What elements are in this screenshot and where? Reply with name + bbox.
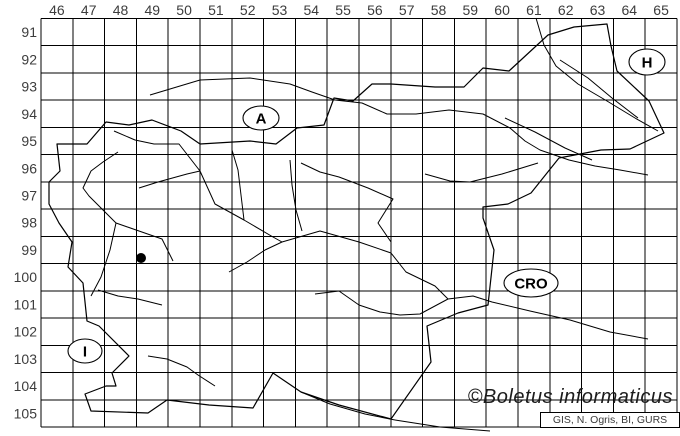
river xyxy=(300,391,396,421)
river xyxy=(504,117,593,161)
river xyxy=(149,77,649,176)
column-label: 55 xyxy=(335,2,351,18)
country-marker-croatia: CRO xyxy=(503,268,559,298)
row-label: 94 xyxy=(21,106,37,122)
column-label: 54 xyxy=(304,2,320,18)
column-label: 47 xyxy=(81,2,97,18)
column-label: 52 xyxy=(240,2,256,18)
river xyxy=(113,130,201,172)
country-marker-label: I xyxy=(83,344,87,361)
column-label: 59 xyxy=(463,2,479,18)
row-label: 98 xyxy=(21,215,37,231)
river xyxy=(147,355,216,387)
column-labels: 46 47 48 49 50 51 52 53 54 55 56 57 58 59 60 61 62 63 64 65 xyxy=(49,2,669,18)
country-marker-italy: I xyxy=(67,338,103,364)
row-label: 105 xyxy=(14,405,38,421)
river xyxy=(199,170,649,340)
country-marker-ellipse xyxy=(242,105,280,131)
river xyxy=(394,419,491,432)
row-label: 99 xyxy=(21,242,37,258)
column-label: 64 xyxy=(622,2,638,18)
country-marker-label: H xyxy=(642,55,653,72)
row-label: 101 xyxy=(14,296,38,312)
row-label: 103 xyxy=(14,351,38,367)
river xyxy=(115,222,174,262)
river xyxy=(138,170,201,189)
row-label: 96 xyxy=(21,160,37,176)
row-label: 100 xyxy=(14,269,38,285)
country-marker-ellipse xyxy=(503,268,559,298)
river xyxy=(535,17,659,132)
copyright-watermark: ©Boletus informaticus xyxy=(467,386,673,408)
column-label: 48 xyxy=(113,2,129,18)
country-marker-ellipse xyxy=(67,338,103,364)
rivers xyxy=(82,17,659,432)
column-label: 51 xyxy=(208,2,224,18)
row-label: 104 xyxy=(14,378,38,394)
column-label: 60 xyxy=(494,2,510,18)
column-label: 53 xyxy=(272,2,288,18)
country-border-outline xyxy=(48,23,665,420)
row-label: 92 xyxy=(21,51,37,67)
country-marker-hungary: H xyxy=(628,48,666,76)
river xyxy=(228,241,283,273)
row-label: 93 xyxy=(21,79,37,95)
row-label: 102 xyxy=(14,324,38,340)
river xyxy=(231,149,245,221)
country-marker-ellipse xyxy=(628,48,666,76)
column-label: 58 xyxy=(431,2,447,18)
country-marker-label: CRO xyxy=(514,276,548,293)
column-label: 63 xyxy=(590,2,606,18)
column-label: 56 xyxy=(367,2,383,18)
occurrence-dot xyxy=(136,253,146,263)
row-label: 97 xyxy=(21,188,37,204)
column-label: 46 xyxy=(49,2,65,18)
river xyxy=(300,162,394,253)
column-label: 62 xyxy=(558,2,574,18)
river xyxy=(97,289,163,306)
river xyxy=(424,162,539,183)
column-label: 61 xyxy=(526,2,542,18)
country-marker-label: A xyxy=(256,111,267,128)
country-marker-austria: A xyxy=(242,105,280,131)
river xyxy=(82,151,119,297)
row-label: 91 xyxy=(21,24,37,40)
column-label: 49 xyxy=(145,2,161,18)
map-grid xyxy=(40,18,678,428)
data-sources-label: GIS, N. Ogris, BI, GURS xyxy=(540,412,680,428)
river xyxy=(314,290,449,316)
row-label: 95 xyxy=(21,133,37,149)
column-label: 65 xyxy=(653,2,669,18)
river xyxy=(559,59,639,119)
river xyxy=(289,159,303,232)
column-label: 50 xyxy=(176,2,192,18)
row-labels: 91 92 93 94 95 96 97 98 99 100 101 102 103 104 105 xyxy=(14,24,38,421)
column-label: 57 xyxy=(399,2,415,18)
